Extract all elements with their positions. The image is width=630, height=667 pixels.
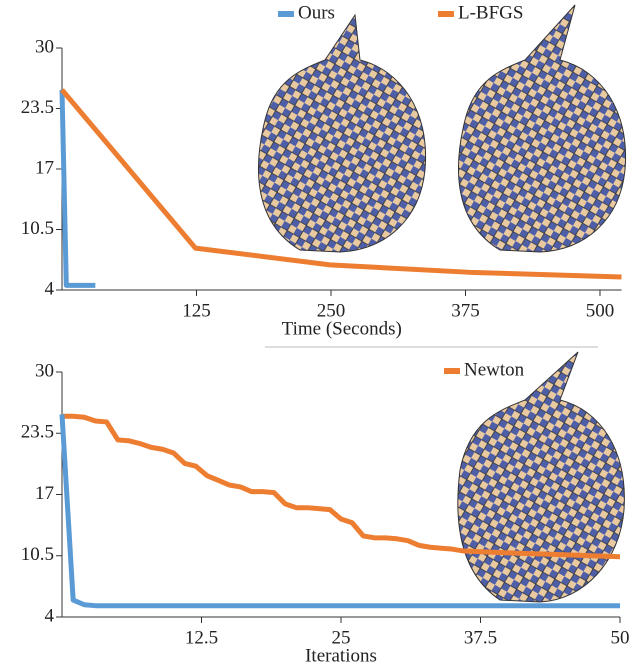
x-tick-label: 37.5 xyxy=(464,627,497,648)
x-axis-title: Time (Seconds) xyxy=(282,318,402,339)
line-series xyxy=(59,89,96,288)
x-tick-label: 375 xyxy=(451,300,480,321)
legend-swatch xyxy=(444,368,460,374)
legend-swatch xyxy=(278,11,294,17)
dragon-ours xyxy=(258,13,427,253)
y-tick-label: 30 xyxy=(35,360,54,381)
x-tick-label: 12.5 xyxy=(185,627,218,648)
dragon-lbfgs xyxy=(458,4,627,253)
y-tick-label: 10.5 xyxy=(21,544,54,565)
line-series xyxy=(59,414,620,609)
y-tick-label: 23.5 xyxy=(21,422,54,443)
dragon-renders xyxy=(258,4,627,603)
line-series xyxy=(60,88,622,280)
y-tick-label: 30 xyxy=(35,36,54,57)
y-tick-label: 17 xyxy=(35,157,54,178)
legend-label: Newton xyxy=(464,359,525,380)
y-tick-label: 17 xyxy=(35,483,54,504)
y-tick-label: 23.5 xyxy=(21,97,54,118)
dragon-newton xyxy=(457,351,625,603)
x-tick-label: 500 xyxy=(586,300,615,321)
x-tick-label: 25 xyxy=(332,627,351,648)
x-tick-label: 250 xyxy=(317,300,346,321)
y-tick-label: 4 xyxy=(45,605,55,626)
y-tick-label: 10.5 xyxy=(21,218,54,239)
legend-label: Ours xyxy=(298,2,335,23)
x-tick-label: 50 xyxy=(611,627,630,648)
y-tick-label: 4 xyxy=(45,278,55,299)
x-axis-title: Iterations xyxy=(305,645,377,666)
legend-label: L-BFGS xyxy=(458,2,523,23)
x-tick-label: 125 xyxy=(182,300,211,321)
legend-swatch xyxy=(438,11,454,17)
line-series xyxy=(62,413,621,560)
